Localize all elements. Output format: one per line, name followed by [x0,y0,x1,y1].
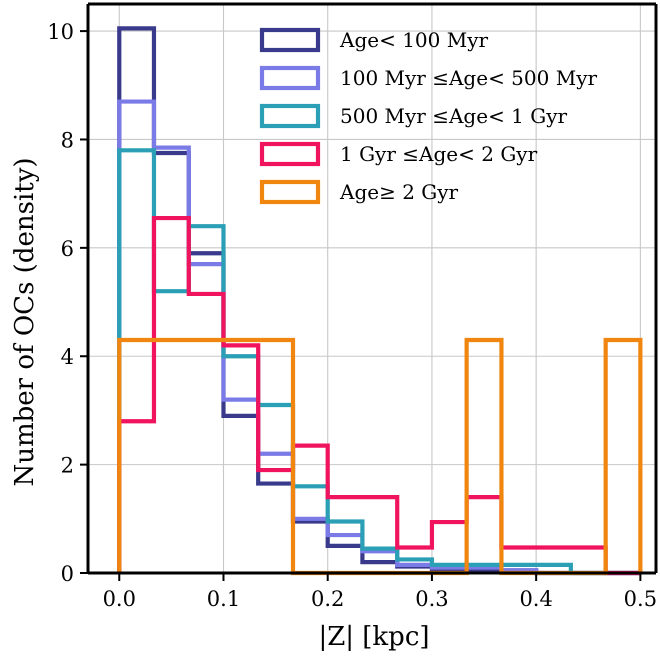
legend-swatch-2 [259,103,321,129]
grid [88,4,656,574]
legend: Age< 100 Myr 100 Myr ≤Age< 500 Myr 500 Myr… [259,27,597,205]
x-tick-label-2: 0.2 [311,587,344,611]
legend-label-1: 100 Myr ≤Age< 500 Myr [340,66,597,90]
series-2-outline [117,148,641,576]
legend-label-4: Age≥ 2 Gyr [339,180,459,204]
series-3-outline [117,215,641,576]
series-1-outline [117,99,641,576]
y-tick-label-2: 4 [61,345,74,369]
axes [86,2,658,575]
y-tick-label-5: 10 [47,20,74,44]
legend-swatch-4 [259,179,321,205]
x-tick-label-3: 0.3 [415,587,448,611]
y-tick-label-1: 2 [61,454,74,478]
series-4-outline [117,337,643,576]
legend-swatch-1 [259,65,321,91]
x-tick-label-4: 0.4 [519,587,552,611]
x-axis-label: |Z| [kpc] [318,622,429,652]
legend-swatch-0 [259,27,321,53]
y-tick-label-4: 8 [61,128,74,152]
y-tick-label-3: 6 [61,237,74,261]
legend-label-2: 500 Myr ≤Age< 1 Gyr [340,104,568,128]
y-axis-label: Number of OCs (density) [10,157,40,486]
y-ticks: 0 2 4 6 8 10 [47,20,88,586]
x-tick-label-5: 0.5 [624,587,657,611]
x-tick-label-0: 0.0 [103,587,136,611]
legend-label-0: Age< 100 Myr [339,28,489,52]
x-tick-label-1: 0.1 [207,587,240,611]
y-tick-label-0: 0 [61,562,74,586]
legend-label-3: 1 Gyr ≤Age< 2 Gyr [340,142,538,166]
x-ticks: 0.0 0.1 0.2 0.3 0.4 0.5 [103,573,657,611]
legend-swatch-3 [259,141,321,167]
